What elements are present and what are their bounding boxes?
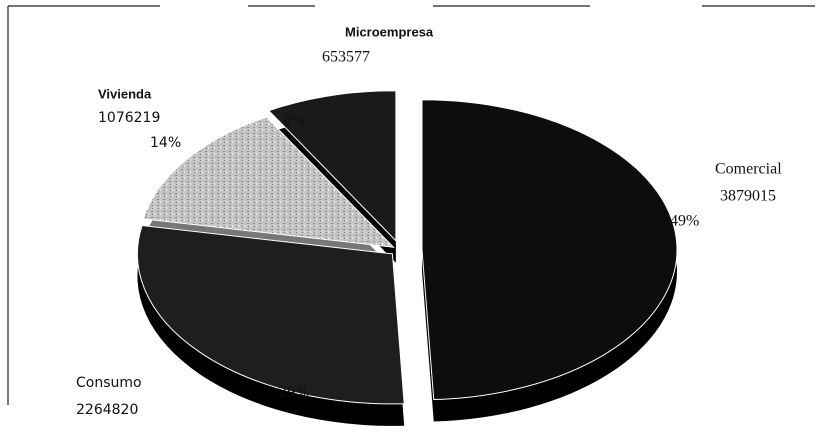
value-label: 2264820 (76, 402, 138, 418)
slice-label: Microempresa (345, 24, 434, 39)
slice (142, 116, 395, 248)
slice-label: Vivienda (98, 86, 152, 101)
percent-label: 8% (283, 113, 305, 129)
frame-lines (7, 5, 815, 405)
slice (136, 224, 405, 405)
slice-label: Consumo (76, 375, 142, 391)
percent-label: 29% (278, 385, 309, 401)
value-label: 3879015 (720, 188, 776, 205)
value-label: 653577 (322, 49, 370, 66)
slice (421, 99, 678, 401)
value-label: 1076219 (98, 110, 160, 126)
percent-label: 14% (150, 135, 181, 151)
percent-label: 49% (670, 213, 699, 230)
slice-label: Comercial (715, 161, 782, 178)
slice (267, 90, 397, 242)
